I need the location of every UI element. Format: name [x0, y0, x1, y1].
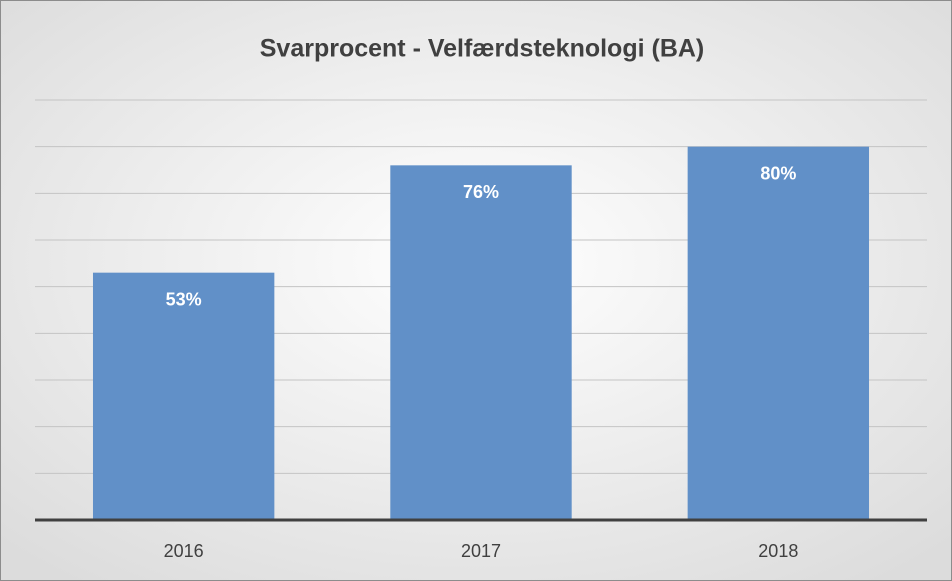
bar [390, 165, 572, 521]
chart-title: Svarprocent - Velfærdsteknologi (BA) [260, 35, 705, 63]
bar [92, 272, 275, 520]
bar [687, 146, 870, 520]
x-tick-label: 2018 [758, 541, 798, 561]
data-label: 53% [166, 289, 202, 309]
x-tick-label: 2016 [164, 541, 204, 561]
data-label: 76% [463, 182, 499, 202]
data-label: 80% [760, 163, 796, 183]
x-tick-label: 2017 [461, 541, 501, 561]
